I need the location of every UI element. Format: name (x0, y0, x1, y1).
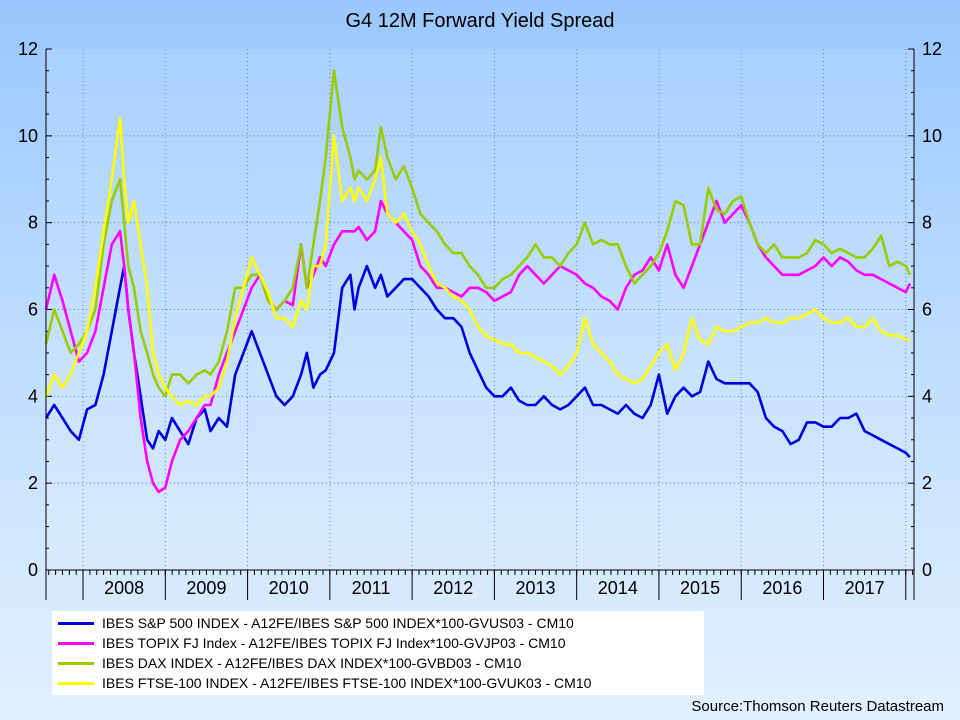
source-note: Source:Thomson Reuters Datastream (691, 698, 944, 715)
y-tick-label-left: 8 (28, 213, 38, 233)
series-line-0 (44, 264, 911, 458)
legend-item-ftse: IBES FTSE-100 INDEX - A12FE/IBES FTSE-10… (58, 673, 591, 693)
legend-label-topix: IBES TOPIX FJ Index - A12FE/IBES TOPIX F… (102, 635, 566, 651)
legend-swatch-sp500 (58, 621, 94, 625)
plot-background (46, 49, 914, 570)
y-tick-label-right: 10 (922, 126, 942, 146)
legend-item-dax: IBES DAX INDEX - A12FE/IBES DAX INDEX*10… (58, 653, 521, 673)
y-tick-label-right: 8 (922, 213, 932, 233)
legend: IBES S&P 500 INDEX - A12FE/IBES S&P 500 … (52, 611, 704, 695)
series-line-3 (44, 117, 910, 407)
y-tick-label-right: 2 (922, 473, 932, 493)
x-tick-label: 2014 (598, 578, 638, 598)
y-tick-label-left: 6 (28, 300, 38, 320)
legend-swatch-topix (58, 641, 94, 645)
x-tick-label: 2017 (845, 578, 885, 598)
y-tick-label-right: 12 (922, 39, 942, 59)
legend-label-dax: IBES DAX INDEX - A12FE/IBES DAX INDEX*10… (102, 655, 522, 671)
series-line-1 (44, 199, 912, 494)
x-tick-label: 2016 (762, 578, 802, 598)
chart-title: G4 12M Forward Yield Spread (345, 10, 614, 32)
y-tick-label-left: 2 (28, 473, 38, 493)
y-tick-label-left: 10 (18, 126, 38, 146)
legend-label-ftse: IBES FTSE-100 INDEX - A12FE/IBES FTSE-10… (102, 675, 592, 691)
y-tick-label-left: 0 (28, 560, 38, 580)
plot-area: 0 0 2 2 4 4 6 6 8 8 10 10 12 12 2008 2009 2010 2011 2012 20… (18, 39, 942, 600)
legend-swatch-dax (58, 661, 94, 665)
x-tick-label: 2010 (269, 578, 309, 598)
legend-label-sp500: IBES S&P 500 INDEX - A12FE/IBES S&P 500 … (102, 615, 574, 631)
x-tick-label: 2015 (680, 578, 720, 598)
series-line-2 (44, 69, 912, 398)
x-tick-label: 2013 (516, 578, 556, 598)
legend-item-sp500: IBES S&P 500 INDEX - A12FE/IBES S&P 500 … (58, 613, 574, 633)
y-tick-label-left: 4 (28, 386, 38, 406)
y-tick-label-right: 0 (922, 560, 932, 580)
y-tick-label-right: 4 (922, 386, 932, 406)
x-tick-label: 2011 (352, 578, 391, 598)
x-tick-label: 2012 (433, 578, 473, 598)
legend-swatch-ftse (58, 681, 94, 685)
x-tick-label: 2008 (104, 578, 144, 598)
y-tick-label-left: 12 (18, 39, 38, 59)
legend-item-topix: IBES TOPIX FJ Index - A12FE/IBES TOPIX F… (58, 633, 566, 653)
y-tick-label-right: 6 (922, 300, 932, 320)
x-tick-label: 2009 (186, 578, 226, 598)
